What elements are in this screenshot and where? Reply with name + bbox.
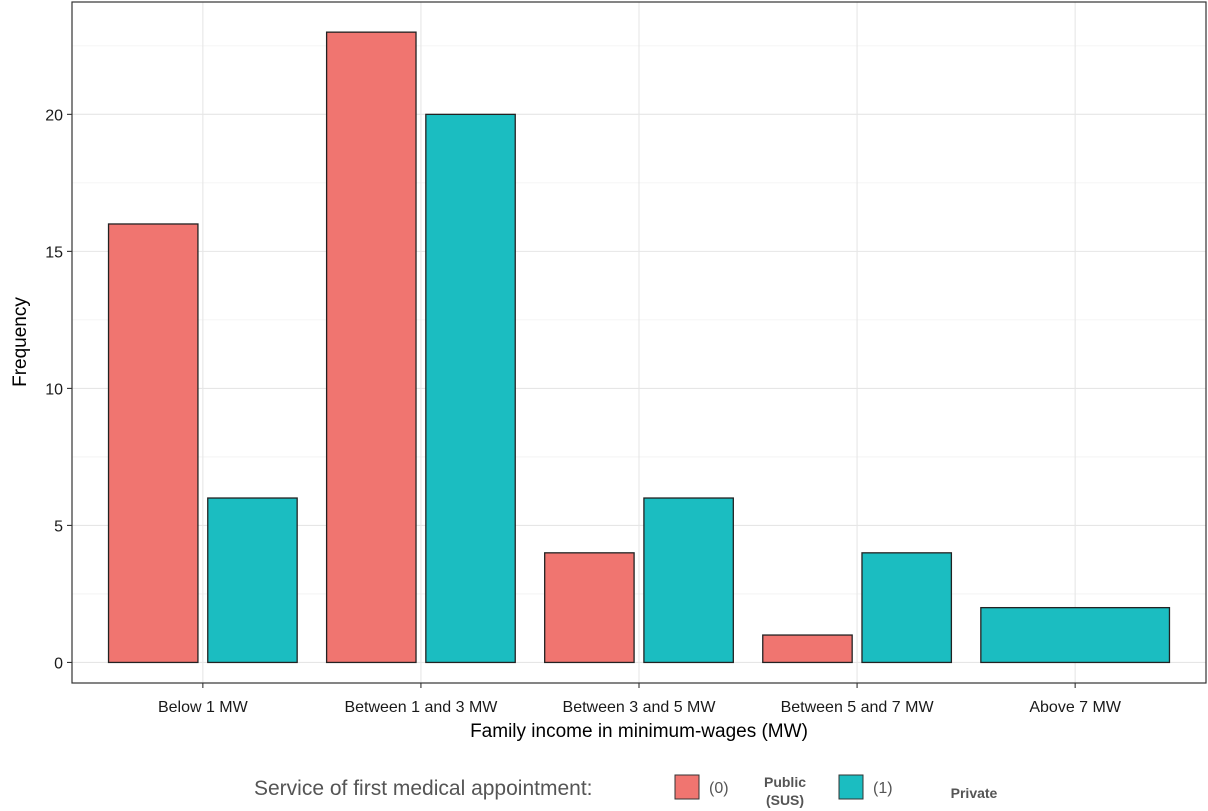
y-axis-ticks: 0 5 10 15 20 <box>45 107 72 672</box>
legend-code-private: (1) <box>873 780 893 797</box>
bar-private <box>643 497 734 664</box>
legend-code-public: (0) <box>709 780 729 797</box>
bar-private <box>861 552 953 664</box>
legend-key-public <box>674 774 700 800</box>
legend-label-private: Private <box>951 785 998 801</box>
bars <box>107 31 1171 664</box>
bar-public <box>544 552 635 664</box>
x-tick-label: Between 1 and 3 MW <box>344 699 498 716</box>
legend: Service of first medical appointment: (0… <box>254 774 998 808</box>
y-tick-label: 15 <box>45 244 63 261</box>
bar-public <box>107 223 199 664</box>
x-tick-label: Below 1 MW <box>158 699 249 716</box>
bar-private <box>207 497 298 664</box>
x-tick-label: Between 5 and 7 MW <box>781 699 935 716</box>
x-tick-label: Above 7 MW <box>1029 699 1121 716</box>
legend-label-public-line2: (SUS) <box>766 792 804 808</box>
x-tick-label: Between 3 and 5 MW <box>563 699 717 716</box>
legend-key-private <box>838 774 864 800</box>
y-tick-label: 0 <box>54 655 63 672</box>
bar-private <box>980 606 1171 664</box>
y-tick-label: 5 <box>54 518 63 535</box>
bar-public <box>762 634 853 664</box>
x-axis-ticks: Below 1 MW Between 1 and 3 MW Between 3 an… <box>158 683 1122 716</box>
legend-title: Service of first medical appointment: <box>254 777 592 800</box>
x-axis-title: Family income in minimum-wages (MW) <box>470 721 808 742</box>
y-axis-title: Frequency <box>10 297 31 387</box>
y-tick-label: 10 <box>45 381 63 398</box>
grid-lines <box>72 2 1206 683</box>
legend-label-public-line1: Public <box>764 774 806 790</box>
y-tick-label: 20 <box>45 107 63 124</box>
bar-public <box>325 31 417 664</box>
bar-private <box>425 113 516 664</box>
